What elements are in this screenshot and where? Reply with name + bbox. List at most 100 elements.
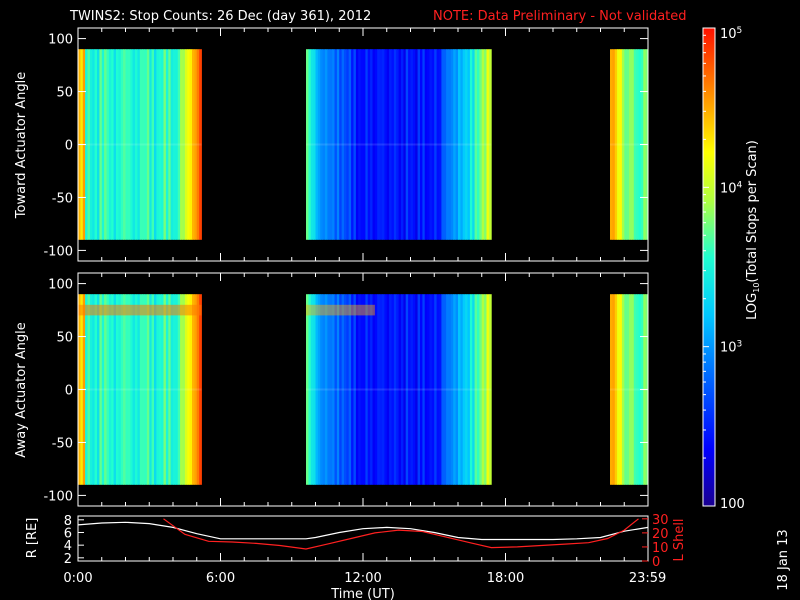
heatmap-cell (111, 294, 115, 485)
heatmap-cell (149, 49, 153, 240)
heatmap-cell (346, 294, 350, 485)
heatmap-cell (351, 49, 354, 240)
colorbar-label-prefix: LOG (745, 293, 760, 320)
heatmap-cell (144, 294, 148, 485)
y-tick-label: -100 (43, 244, 73, 259)
x-tick-label: 18:00 (487, 571, 524, 586)
y-tick-label: 100 (48, 33, 73, 48)
heatmap-cell (624, 294, 628, 485)
zero-angle-band (306, 388, 492, 391)
heatmap-cell (111, 49, 115, 240)
heatmap-cell (320, 49, 323, 240)
heatmap-cell (434, 294, 437, 485)
y-tick-label: -100 (43, 489, 73, 504)
heatmap-cell (621, 294, 625, 485)
heatmap-cell (393, 294, 397, 485)
heatmap-cell (151, 49, 155, 240)
heatmap-cell (410, 294, 414, 485)
heatmap-cell (89, 49, 93, 240)
heatmap-cell (142, 49, 145, 240)
colorbar-tick-label: 100 (720, 497, 745, 512)
heatmap-cell (448, 49, 452, 240)
heatmap-cell (108, 49, 112, 240)
heatmap-cell (429, 49, 433, 240)
heatmap-cell (422, 294, 426, 485)
heatmap-cell (165, 294, 169, 485)
heatmap-cell (484, 294, 487, 485)
heatmap-cell (332, 49, 335, 240)
heatmap-cell (467, 294, 471, 485)
date-stamp: 18 Jan 13 (776, 529, 791, 590)
heatmap-cell (401, 294, 404, 485)
heatmap-cell (177, 49, 181, 240)
heatmap-cell (130, 294, 134, 485)
preliminary-note: NOTE: Data Preliminary - Not validated (433, 9, 687, 24)
heatmap-cell (89, 294, 93, 485)
x-tick-label: 12:00 (344, 571, 381, 586)
heatmap-cell (97, 294, 100, 485)
heatmap-cell (617, 49, 620, 240)
heatmap-cell (396, 294, 399, 485)
heatmap-cell (391, 294, 395, 485)
heatmap-cell (636, 294, 639, 485)
heatmap-cell (313, 49, 316, 240)
heatmap-cell (346, 49, 350, 240)
heatmap-cell (184, 294, 188, 485)
lshell-tick-label: 0 (652, 555, 660, 570)
heatmap-cell (358, 294, 361, 485)
heatmap-cell (391, 49, 395, 240)
heatmap-cell (308, 49, 312, 240)
heatmap-cell (192, 294, 195, 485)
heatmap-cell (626, 294, 630, 485)
colorbar-label: LOG10(Total Stops per Scan) (745, 140, 761, 320)
heatmap-cell (638, 49, 642, 240)
heatmap-cell (396, 49, 399, 240)
heatmap-cell (481, 49, 485, 240)
heatmap-cell (173, 49, 176, 240)
heatmap-cell (116, 49, 119, 240)
heatmap-cell (175, 49, 179, 240)
heatmap-cell (120, 49, 124, 240)
heatmap-cell (325, 294, 328, 485)
heatmap-cell (372, 294, 376, 485)
heatmap-cell (180, 294, 183, 485)
heatmap-cell (85, 294, 88, 485)
heatmap-cell (173, 294, 176, 485)
zero-angle-band (306, 143, 492, 146)
heatmap-cell (474, 294, 478, 485)
heatmap-cell (158, 294, 162, 485)
heatmap-cell (488, 294, 492, 485)
heatmap-cell (149, 294, 153, 485)
heatmap-cell (344, 294, 347, 485)
heatmap-cell (377, 294, 380, 485)
r-axis-label: R [RE] (25, 518, 40, 559)
heatmap-cell (384, 49, 388, 240)
heatmap-cell (370, 294, 373, 485)
heatmap-cell (408, 294, 411, 485)
r-tick-label: 4 (64, 539, 72, 554)
heatmap-cell (182, 49, 186, 240)
heatmap-cell (151, 294, 155, 485)
away-panel: 100 50 0 -50 -100 Away Actuator Angle (14, 272, 649, 507)
heatmap-cell (317, 294, 321, 485)
heatmap-cell (631, 294, 635, 485)
heatmap-cell (612, 294, 616, 485)
heatmap-cell (353, 294, 357, 485)
heatmap-cell (317, 49, 321, 240)
heatmap-cell (170, 294, 174, 485)
heatmap-cell (450, 294, 454, 485)
heatmap-cell (465, 294, 468, 485)
heatmap-cell (420, 49, 423, 240)
colorbar: 105 104 103 100 LOG10(Total Stops per Scan) (702, 26, 761, 512)
heatmap-cell (154, 49, 157, 240)
y-tick-label: 100 (48, 278, 73, 293)
heatmap-cell (132, 49, 136, 240)
heatmap-cell (379, 294, 383, 485)
heatmap-cell (427, 49, 430, 240)
heatmap-cell (614, 294, 618, 485)
heatmap-cell (638, 294, 642, 485)
heatmap-cell (458, 294, 461, 485)
heatmap-cell (339, 49, 342, 240)
toward-y-ticks: 100 50 0 -50 -100 (43, 28, 649, 261)
